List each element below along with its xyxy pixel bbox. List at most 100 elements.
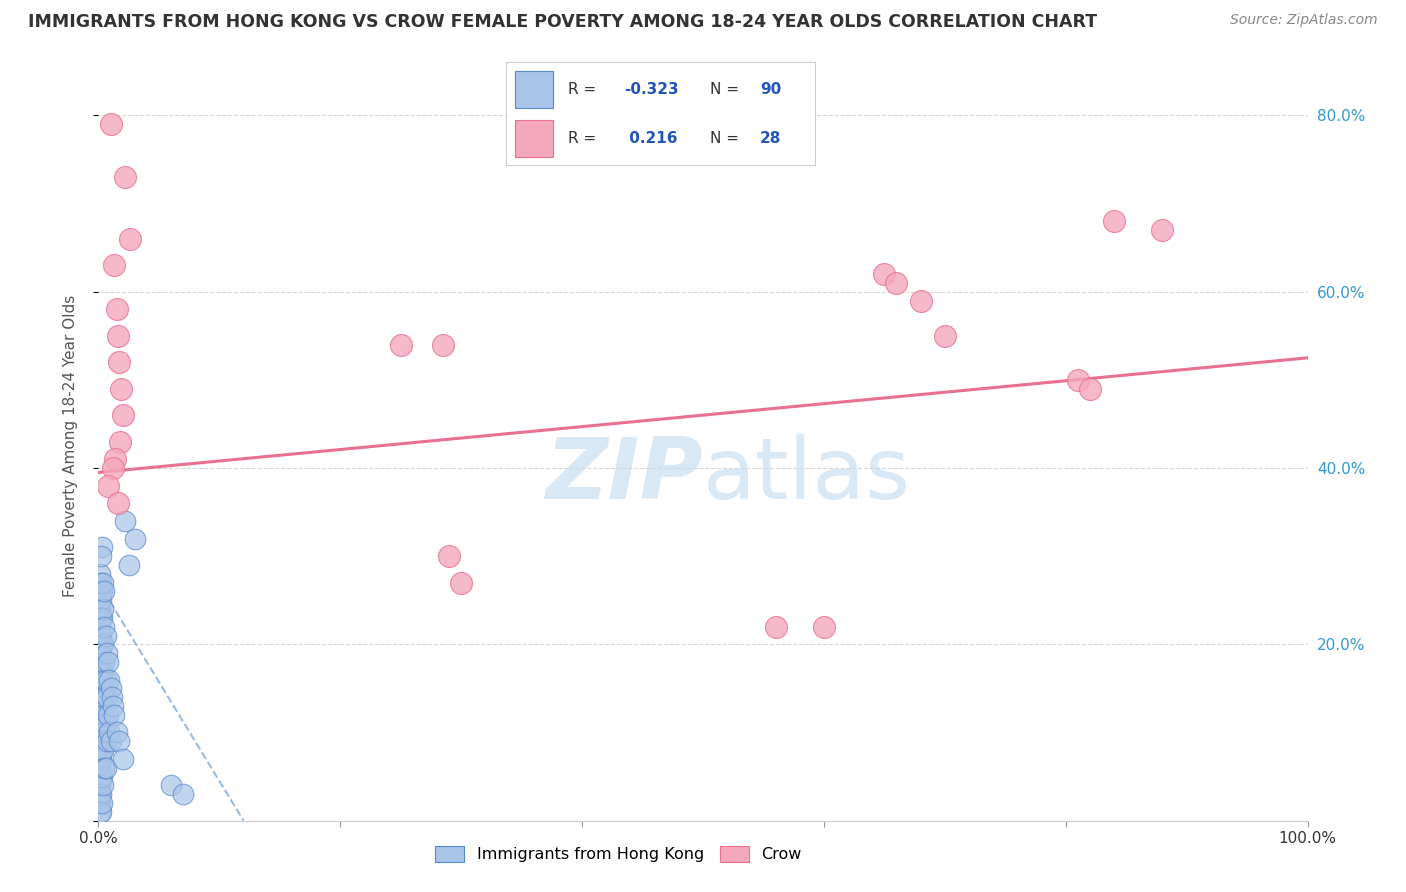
Point [437,549,460,564]
Point [97,655,120,669]
Point [89,673,111,687]
Point [96,734,118,748]
Point [160,778,183,792]
Text: 0.216: 0.216 [624,131,678,146]
Point [91,637,114,651]
Point [90,734,112,748]
Point [389,337,412,351]
Point [98,673,121,687]
Point [97,478,120,492]
Text: atlas: atlas [703,434,911,517]
Point [96,646,118,660]
Point [94,716,117,731]
Point [90,611,112,625]
Point [103,258,125,272]
Point [100,734,122,748]
Point [89,787,111,801]
Point [90,646,112,660]
Point [90,681,112,696]
Legend: Immigrants from Hong Kong, Crow: Immigrants from Hong Kong, Crow [429,839,808,869]
Point [91,611,114,625]
Point [91,584,114,599]
Point [89,620,111,634]
Point [91,707,114,722]
Text: 90: 90 [759,81,782,96]
Point [1067,373,1090,387]
Point [105,302,128,317]
Point [101,699,124,714]
Point [91,637,114,651]
Point [89,584,111,599]
Point [124,532,146,546]
Point [91,541,114,555]
Point [91,673,114,687]
Text: Source: ZipAtlas.com: Source: ZipAtlas.com [1230,13,1378,28]
Point [94,628,117,642]
Point [98,725,121,739]
Point [111,408,134,422]
Point [93,584,115,599]
Point [89,743,111,757]
Point [93,725,115,739]
Point [89,725,111,739]
Point [91,716,114,731]
Point [89,770,111,784]
Point [93,690,115,705]
Point [89,664,111,678]
Point [91,743,114,757]
Point [89,655,111,669]
Point [108,355,131,369]
Point [91,796,114,810]
Point [90,593,112,607]
Point [110,382,132,396]
Text: -0.323: -0.323 [624,81,678,96]
Point [90,787,112,801]
Point [90,549,112,564]
Point [934,328,956,343]
Point [90,664,112,678]
Point [90,628,112,642]
Point [103,707,125,722]
Point [101,461,124,475]
Point [432,337,454,351]
Point [93,761,115,775]
Text: R =: R = [568,131,596,146]
Point [765,620,787,634]
Point [89,646,111,660]
Point [118,232,141,246]
Point [873,267,896,281]
Point [91,778,114,792]
Point [90,752,112,766]
Point [886,276,908,290]
Point [172,787,194,801]
Point [89,716,111,731]
Point [89,796,111,810]
FancyBboxPatch shape [516,70,553,108]
Point [910,293,932,308]
Point [104,452,127,467]
Point [107,496,129,510]
Point [89,628,111,642]
Point [89,699,111,714]
Point [89,593,111,607]
Text: R =: R = [568,81,596,96]
Point [91,690,114,705]
Point [89,778,111,792]
Point [93,620,115,634]
Point [91,743,114,757]
Point [90,770,112,784]
Point [90,805,112,819]
Point [89,805,111,819]
Point [91,575,114,590]
Point [96,690,118,705]
Point [89,752,111,766]
Point [93,655,115,669]
Point [94,673,117,687]
Point [114,170,136,185]
Point [813,620,835,634]
Y-axis label: Female Poverty Among 18-24 Year Olds: Female Poverty Among 18-24 Year Olds [63,295,77,597]
Point [90,699,112,714]
Point [91,770,114,784]
Point [100,681,122,696]
Point [108,734,131,748]
